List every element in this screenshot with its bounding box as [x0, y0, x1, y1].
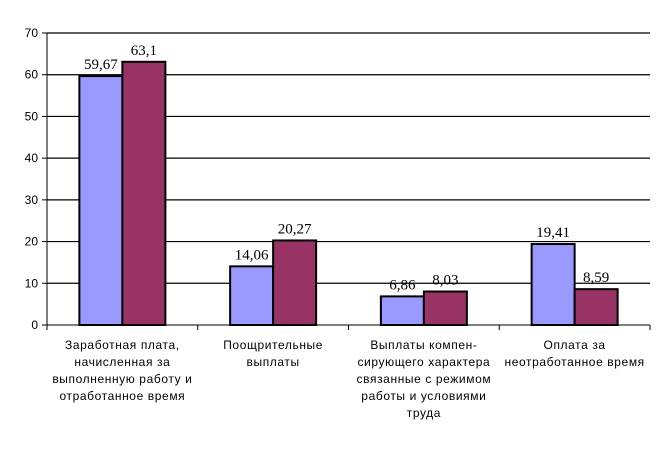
- x-category-label: Поощрительные выплаты: [223, 338, 324, 369]
- y-tick-label: 10: [25, 276, 39, 290]
- bar-series-2-1: [121, 60, 167, 326]
- x-category-label: Выплаты компен- сирующего характера связ…: [356, 338, 492, 420]
- y-tick-label: 0: [31, 318, 38, 332]
- bar-series-1-1: [78, 75, 124, 327]
- data-label: 20,27: [278, 221, 312, 237]
- y-tick-label: 70: [25, 26, 39, 40]
- y-tick-label: 50: [25, 109, 39, 123]
- y-tick-label: 20: [25, 235, 39, 249]
- data-label: 19,41: [536, 225, 570, 241]
- data-label: 63,1: [131, 43, 157, 59]
- bar-series-2-4: [573, 288, 619, 326]
- bar-series-1-2: [229, 265, 275, 326]
- data-label: 6,86: [389, 277, 416, 293]
- x-category-label: Заработная плата, начисленная за выполне…: [52, 338, 193, 403]
- bar-series-1-3: [379, 295, 425, 327]
- y-tick-label: 60: [25, 68, 39, 82]
- data-label: 8,59: [583, 270, 609, 286]
- x-category-label: Оплата за неотработанное время: [504, 338, 645, 369]
- data-label: 8,03: [432, 273, 458, 289]
- y-tick-label: 40: [25, 151, 39, 165]
- bar-series-2-3: [422, 290, 468, 326]
- y-tick-label: 30: [25, 193, 39, 207]
- data-label: 14,06: [235, 247, 269, 263]
- data-label: 59,67: [84, 57, 118, 73]
- bar-series-2-2: [272, 239, 318, 326]
- bar-series-1-4: [530, 243, 576, 327]
